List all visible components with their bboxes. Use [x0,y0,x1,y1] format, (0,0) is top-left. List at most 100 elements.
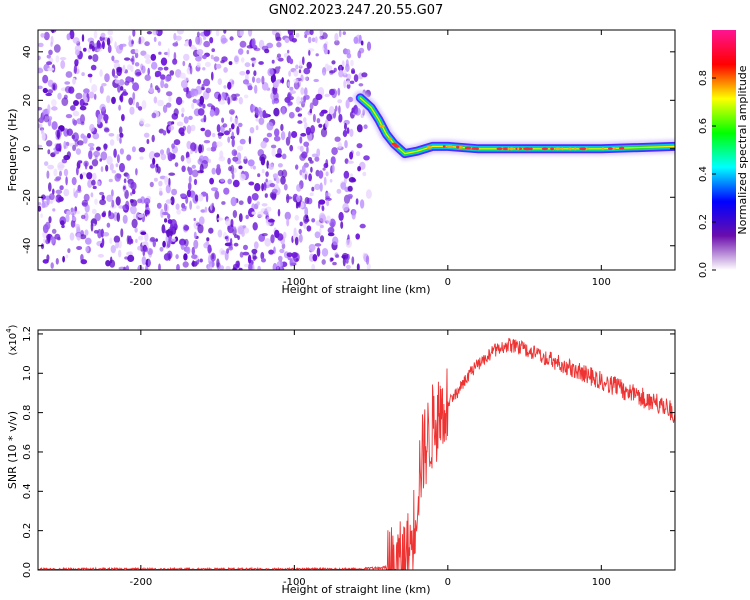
noise-speck [272,81,279,89]
noise-speck [72,118,76,125]
noise-speck [195,56,202,62]
noise-speck [264,48,270,54]
noise-speck [306,61,312,69]
noise-speck [163,203,168,212]
snr-panel: -200 -100 0 100 0.0 0.2 0.4 0.6 0.8 1.0 1.2 Heigh… [5,324,676,596]
noise-speck [81,72,85,77]
noise-speck [146,31,152,35]
noise-speck [361,72,368,78]
colorbar-tick-label: 0.8 [698,70,709,86]
noise-speck [307,157,313,162]
noise-speck [130,58,134,62]
noise-speck [103,114,109,122]
noise-speck [165,75,172,81]
noise-speck [358,83,364,87]
noise-speck [107,44,112,54]
noise-speck [336,188,342,194]
noise-speck [257,173,261,178]
noise-speck [275,265,281,270]
noise-speck [99,191,105,196]
noise-speck [312,97,319,107]
noise-speck [52,188,55,195]
noise-speck [47,104,51,114]
noise-speck [359,199,365,209]
noise-speck [351,256,355,265]
noise-speck [104,127,110,133]
noise-speck [346,127,350,134]
noise-speck [224,236,228,240]
noise-speck [90,222,94,232]
noise-speck [313,78,320,83]
noise-speck [106,222,111,228]
noise-speck [65,176,68,186]
noise-speck [202,54,207,60]
noise-speck [222,123,228,128]
noise-speck [302,56,305,65]
noise-speck [94,198,98,205]
noise-speck [167,213,171,220]
noise-speck [299,59,302,68]
noise-speck [349,80,355,85]
noise-speck [341,252,349,260]
noise-speck [76,232,82,241]
noise-speck [165,199,172,204]
noise-speck [271,148,276,157]
noise-speck [117,84,121,93]
noise-speck [186,125,192,134]
y-tick-label: 0.6 [22,444,33,460]
colorbar-gradient [712,30,736,270]
noise-speck [173,139,181,146]
noise-speck [91,45,95,52]
noise-speck [173,108,179,117]
signal-hotspot [442,145,446,148]
noise-speck [365,255,370,265]
noise-speck [247,85,253,91]
noise-speck [48,216,52,224]
noise-speck [356,263,360,270]
noise-speck [176,209,182,215]
noise-speck [76,166,79,176]
noise-speck [175,254,179,260]
noise-speck [104,73,110,83]
noise-speck [338,211,344,221]
x-tick-label: 0 [445,577,451,588]
signal-hotspot [619,146,625,150]
noise-speck [151,61,158,70]
noise-speck [191,164,196,169]
noise-speck [59,57,67,61]
noise-speck [223,30,227,34]
noise-speck [60,220,65,226]
noise-speck [157,166,161,174]
noise-speck [268,163,274,170]
noise-speck [248,181,255,186]
noise-speck [42,224,49,234]
noise-speck [160,153,167,161]
y-tick-label: 20 [22,94,33,107]
noise-speck [223,130,230,136]
noise-speck [61,224,65,229]
noise-speck [345,48,351,55]
noise-speck [89,75,92,84]
noise-speck [151,134,155,143]
noise-speck [227,81,232,90]
signal-hotspot [388,137,392,141]
noise-speck [123,266,127,270]
noise-speck [253,241,259,249]
noise-speck [107,30,114,36]
noise-speck [38,67,44,74]
noise-speck [119,43,124,51]
noise-speck [273,91,279,101]
noise-speck [275,153,282,158]
noise-speck [55,194,62,203]
noise-speck [271,59,275,64]
noise-speck [334,136,341,142]
noise-speck [325,197,332,201]
noise-speck [239,40,247,48]
noise-speck [344,122,347,131]
spectrogram-noise [38,30,372,270]
noise-speck [158,51,162,55]
noise-speck [180,193,187,198]
noise-speck [326,113,333,122]
noise-speck [300,132,307,137]
colorbar-tick-label: 0.0 [698,262,709,278]
